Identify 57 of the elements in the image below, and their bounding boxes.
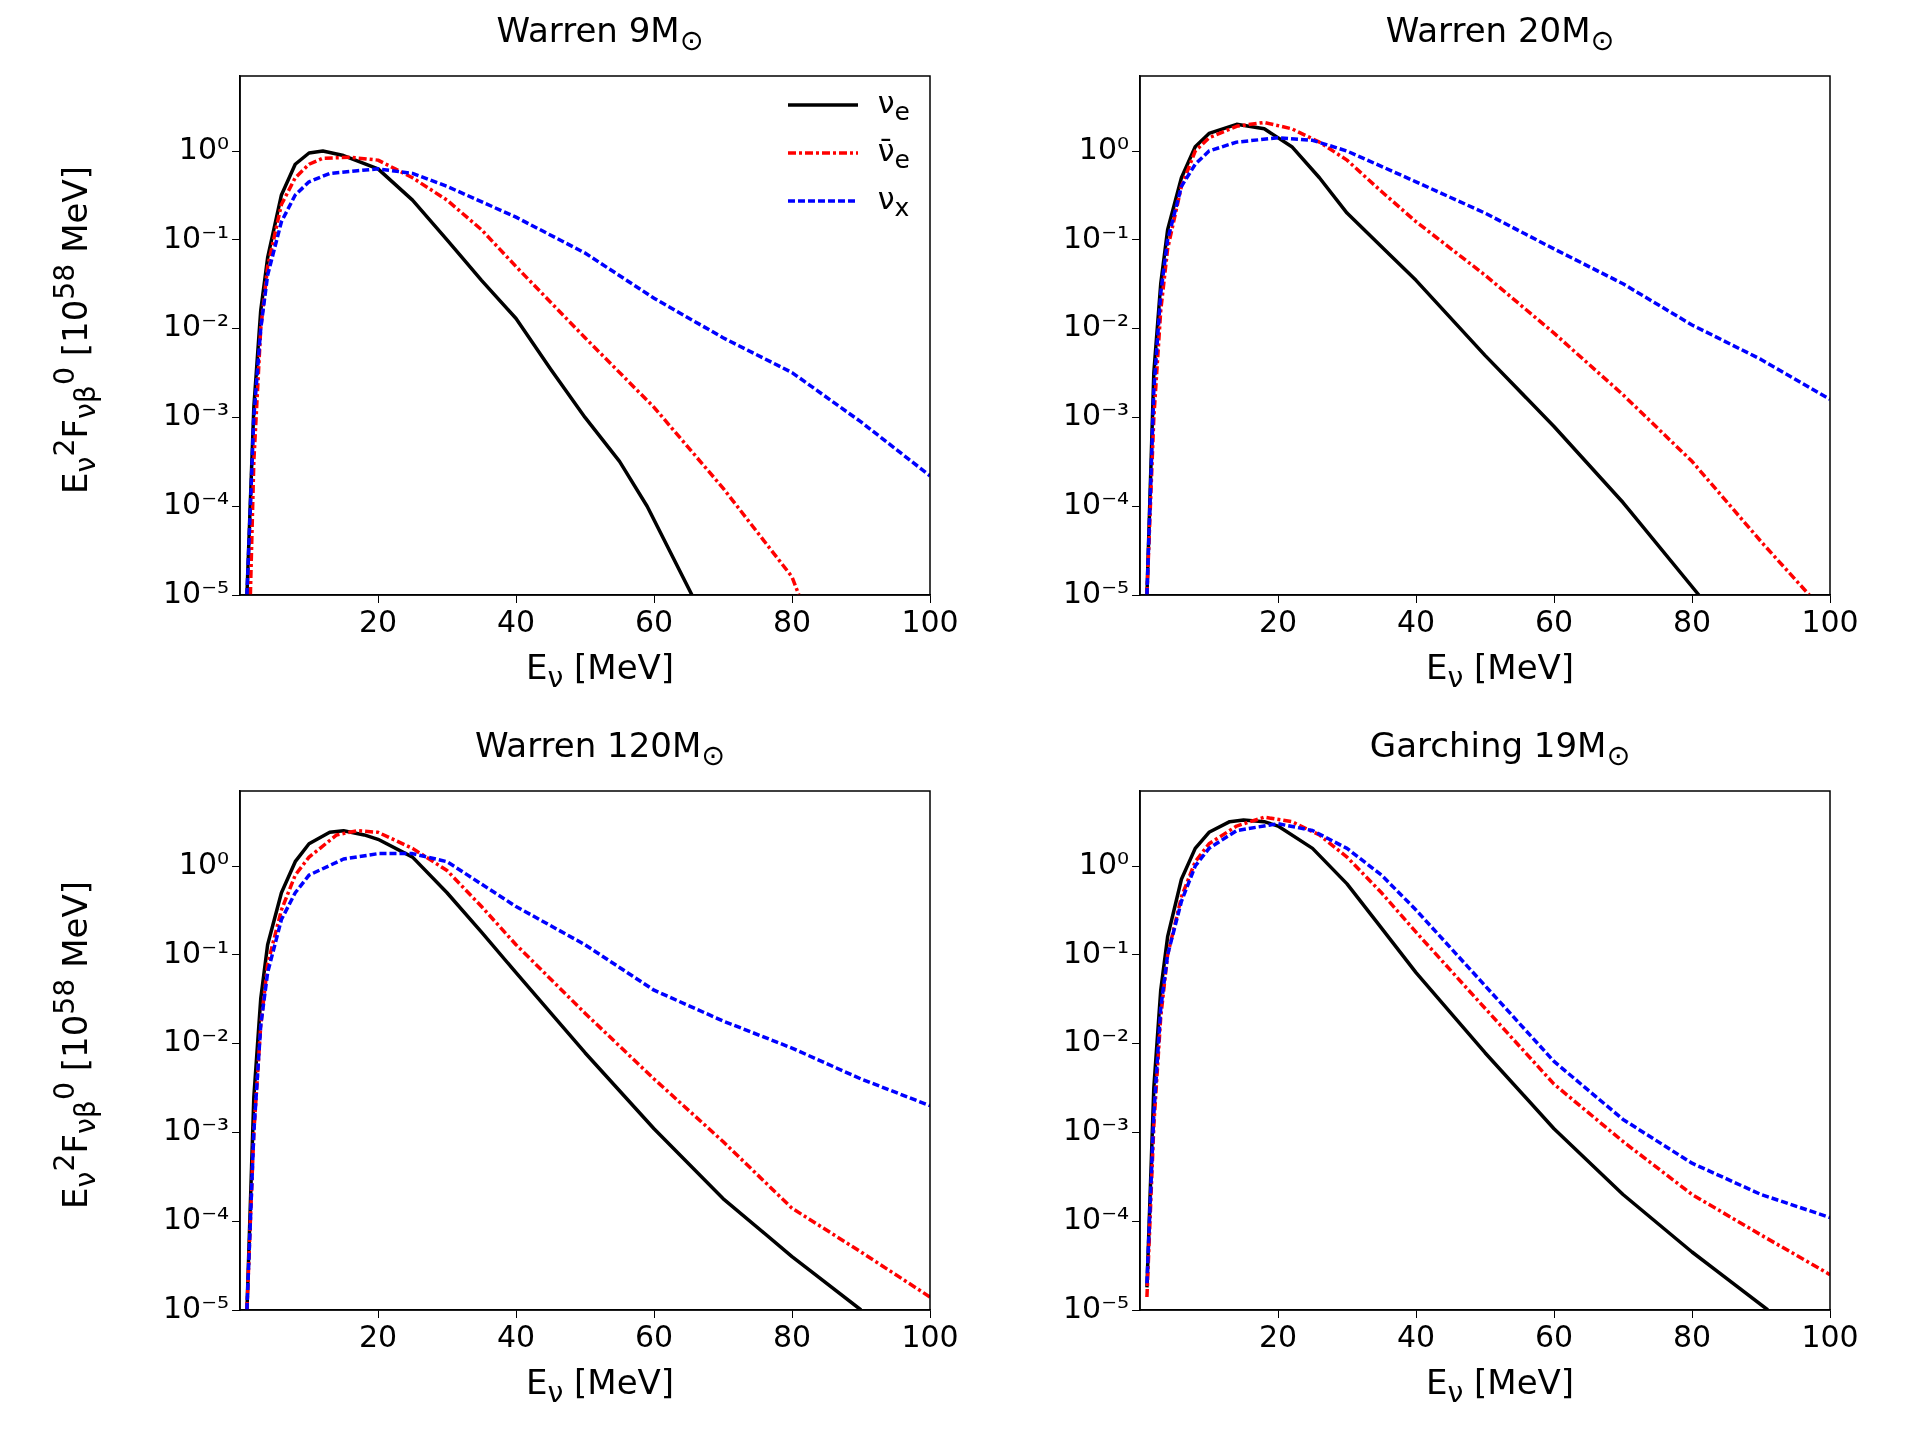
- x-tick-label: 80: [1672, 603, 1712, 639]
- y-tick-label: 10⁻⁵: [1062, 1289, 1130, 1325]
- x-tick-label: 60: [634, 1318, 674, 1354]
- x-tick-label: 80: [772, 1318, 812, 1354]
- x-tick-label: 20: [1258, 1318, 1298, 1354]
- x-tick-label: 80: [772, 603, 812, 639]
- y-tick-label: 10⁻¹: [1062, 934, 1130, 970]
- x-tick-label: 60: [634, 603, 674, 639]
- y-tick-label: 10⁰: [1078, 845, 1130, 881]
- x-tick-label: 40: [1396, 603, 1436, 639]
- x-axis-title: E$_{ν}$ [MeV]: [524, 646, 676, 696]
- x-tick-label: 60: [1534, 1318, 1574, 1354]
- x-axis-title: E$_{ν}$ [MeV]: [1424, 1361, 1576, 1411]
- y-tick-label: 10⁰: [178, 130, 230, 166]
- y-tick-label: 10⁻⁴: [162, 486, 230, 521]
- y-tick-label: 10⁻³: [1062, 397, 1130, 433]
- y-tick-label: 10⁻²: [162, 1023, 230, 1059]
- x-axis-title: E$_{ν}$ [MeV]: [1424, 646, 1576, 696]
- y-tick-label: 10⁻³: [1062, 1112, 1130, 1148]
- line-series: [245, 167, 930, 595]
- y-tick-label: 10⁰: [178, 845, 230, 881]
- y-tick-label: 10⁻¹: [162, 934, 230, 970]
- y-tick-label: 10⁻¹: [1062, 219, 1130, 255]
- legend-label: ν$_{x}$: [877, 180, 910, 222]
- y-tick-label: 10⁻⁴: [162, 1201, 230, 1236]
- chart-title: Garching 19M$_{⊙}$: [1368, 724, 1632, 772]
- x-tick-label: 100: [1801, 1318, 1859, 1354]
- legend-label: ν̄$_{e}$: [877, 132, 910, 174]
- legend-label: ν$_{e}$: [877, 84, 910, 126]
- y-tick-label: 10⁻⁴: [1062, 1201, 1130, 1236]
- y-tick-label: 10⁻⁵: [1062, 574, 1130, 610]
- y-tick-label: 10⁰: [1078, 130, 1130, 166]
- y-tick-label: 10⁻³: [162, 397, 230, 433]
- y-tick-label: 10⁻²: [162, 308, 230, 344]
- y-tick-label: 10⁻²: [1062, 1023, 1130, 1059]
- x-tick-label: 100: [1801, 603, 1859, 639]
- x-tick-label: 20: [358, 603, 398, 639]
- line-series: [248, 155, 801, 595]
- x-tick-label: 60: [1534, 603, 1574, 639]
- x-tick-label: 40: [1396, 1318, 1436, 1354]
- x-tick-label: 40: [496, 1318, 536, 1354]
- x-tick-label: 40: [496, 603, 536, 639]
- x-tick-label: 100: [901, 1318, 959, 1354]
- x-tick-label: 20: [1258, 603, 1298, 639]
- chart-title: Warren 9M$_{⊙}$: [495, 9, 705, 57]
- x-tick-label: 80: [1672, 1318, 1712, 1354]
- chart-title: Warren 120M$_{⊙}$: [473, 724, 727, 772]
- y-tick-label: 10⁻⁵: [162, 1289, 230, 1325]
- y-tick-label: 10⁻⁴: [1062, 486, 1130, 521]
- chart-title: Warren 20M$_{⊙}$: [1384, 9, 1616, 57]
- y-tick-label: 10⁻²: [1062, 308, 1130, 344]
- x-axis-title: E$_{ν}$ [MeV]: [524, 1361, 676, 1411]
- y-tick-label: 10⁻¹: [162, 219, 230, 255]
- x-tick-label: 100: [901, 603, 959, 639]
- y-tick-label: 10⁻⁵: [162, 574, 230, 610]
- x-tick-label: 20: [358, 1318, 398, 1354]
- y-tick-label: 10⁻³: [162, 1112, 230, 1148]
